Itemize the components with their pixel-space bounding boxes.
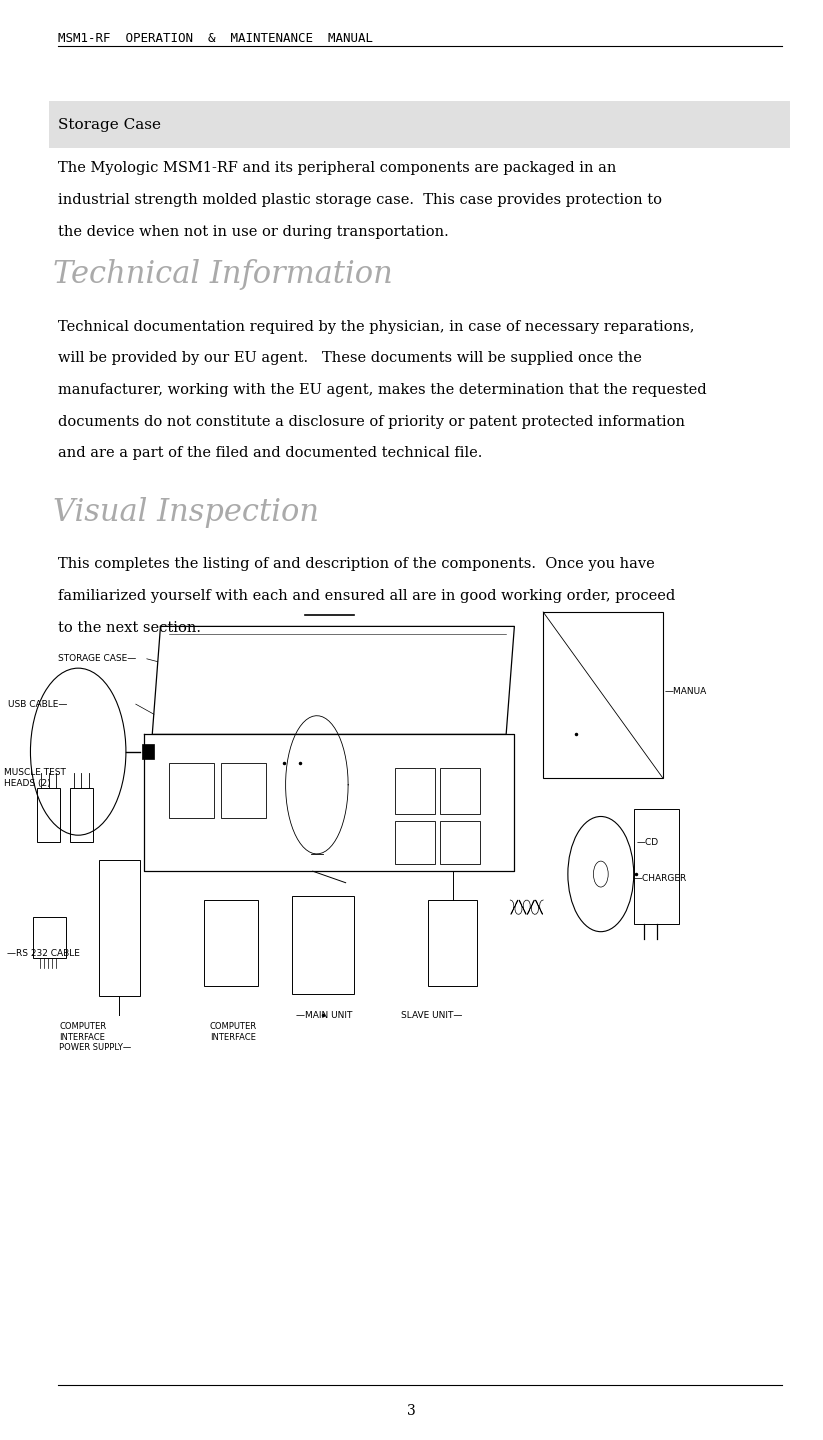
Text: This completes the listing of and description of the components.  Once you have: This completes the listing of and descri… — [58, 557, 654, 572]
Text: —CHARGER: —CHARGER — [634, 874, 687, 883]
Bar — [395, 821, 435, 864]
Bar — [204, 900, 258, 986]
Text: —MAIN UNIT: —MAIN UNIT — [296, 1011, 352, 1020]
Text: —RS 232 CABLE: —RS 232 CABLE — [7, 949, 80, 958]
Text: COMPUTER
INTERFACE: COMPUTER INTERFACE — [210, 1022, 257, 1041]
Text: and are a part of the filed and documented technical file.: and are a part of the filed and document… — [58, 446, 482, 461]
Text: STORAGE CASE—: STORAGE CASE— — [58, 654, 136, 662]
Text: manufacturer, working with the EU agent, makes the determination that the reques: manufacturer, working with the EU agent,… — [58, 383, 706, 397]
Bar — [634, 809, 679, 924]
Bar — [428, 900, 477, 986]
Bar — [169, 763, 214, 818]
Text: The Myologic MSM1-RF and its peripheral components are packaged in an: The Myologic MSM1-RF and its peripheral … — [58, 161, 616, 176]
FancyBboxPatch shape — [49, 101, 790, 148]
Text: Technical documentation required by the physician, in case of necessary reparati: Technical documentation required by the … — [58, 320, 694, 334]
Bar — [440, 821, 480, 864]
Text: familiarized yourself with each and ensured all are in good working order, proce: familiarized yourself with each and ensu… — [58, 589, 675, 603]
Text: MSM1-RF  OPERATION  &  MAINTENANCE  MANUAL: MSM1-RF OPERATION & MAINTENANCE MANUAL — [58, 32, 373, 45]
Bar — [292, 896, 354, 994]
Text: USB CABLE—: USB CABLE— — [8, 700, 67, 708]
Text: Visual Inspection: Visual Inspection — [53, 497, 319, 528]
Bar — [395, 768, 435, 814]
Bar — [221, 763, 266, 818]
Text: the device when not in use or during transportation.: the device when not in use or during tra… — [58, 225, 449, 239]
Text: —MANUA: —MANUA — [665, 687, 707, 696]
Text: Storage Case: Storage Case — [58, 118, 160, 131]
Text: MUSCLE TEST
HEADS (2): MUSCLE TEST HEADS (2) — [4, 768, 66, 788]
Text: Technical Information: Technical Information — [53, 259, 393, 291]
Bar — [543, 612, 663, 778]
Text: will be provided by our EU agent.   These documents will be supplied once the: will be provided by our EU agent. These … — [58, 351, 641, 366]
Bar — [70, 788, 93, 842]
Text: to the next section.: to the next section. — [58, 621, 201, 635]
Text: COMPUTER
INTERFACE
POWER SUPPLY—: COMPUTER INTERFACE POWER SUPPLY— — [59, 1022, 132, 1053]
Text: —CD: —CD — [636, 838, 658, 847]
Bar — [37, 788, 60, 842]
Text: SLAVE UNIT—: SLAVE UNIT— — [401, 1011, 463, 1020]
Text: industrial strength molded plastic storage case.  This case provides protection : industrial strength molded plastic stora… — [58, 193, 662, 207]
Bar — [440, 768, 480, 814]
Bar — [142, 744, 154, 759]
Text: 3: 3 — [407, 1404, 416, 1418]
Bar — [33, 917, 66, 958]
Text: documents do not constitute a disclosure of priority or patent protected informa: documents do not constitute a disclosure… — [58, 415, 685, 429]
Bar — [99, 860, 140, 996]
